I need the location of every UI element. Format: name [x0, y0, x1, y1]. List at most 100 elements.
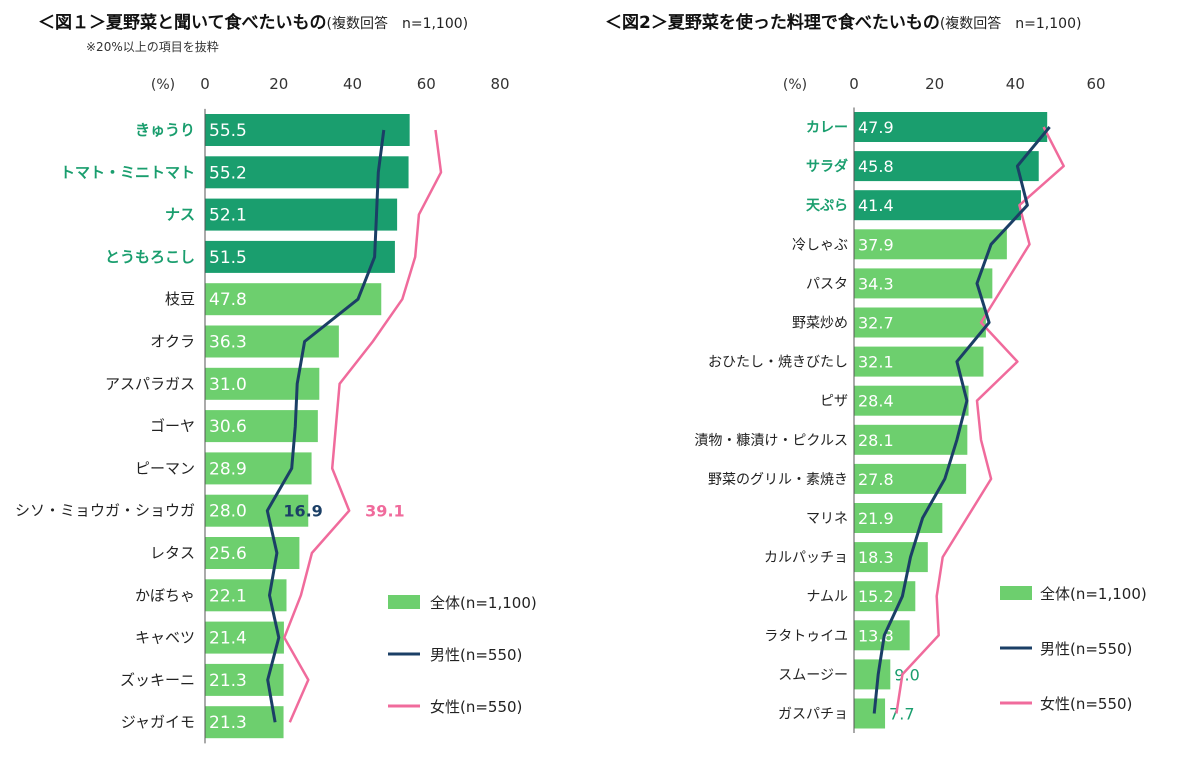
chart2-bar-value-label: 15.2	[858, 587, 894, 606]
chart2-bar-value-label: 7.7	[889, 705, 914, 724]
chart2-category-label: 野菜炒め	[792, 316, 848, 332]
chart2-bar	[854, 346, 984, 377]
chart1-bar-value-label: 21.3	[209, 713, 247, 733]
chart2-bar-value-label: 32.1	[858, 353, 894, 372]
chart2-category-label: ピザ	[820, 394, 848, 410]
chart1-x-tick: 60	[417, 75, 436, 93]
chart2-bar	[854, 659, 891, 690]
chart1-category-label: かぼちゃ	[135, 586, 195, 604]
chart1-bar-value-label: 52.1	[209, 206, 247, 226]
chart2-bar	[854, 268, 993, 299]
chart1-male-line	[265, 129, 386, 723]
chart1-bar-value-label: 55.2	[209, 163, 247, 183]
chart2-category-label: パスタ	[806, 276, 848, 292]
chart2-legend-label: 全体(n=1,100)	[1040, 585, 1147, 603]
chart2-bar	[854, 307, 986, 338]
chart2-bar	[854, 542, 928, 573]
chart1-category-label: シソ・ミョウガ・ショウガ	[15, 502, 195, 520]
chart1-x-tick: 20	[269, 75, 288, 93]
chart1-bar-value-label: 36.3	[209, 333, 247, 353]
chart2-category-label: ナムル	[806, 589, 848, 605]
chart2-bar-value-label: 41.4	[858, 196, 894, 215]
chart1-female-annotation: 39.1	[365, 502, 404, 521]
chart1-legend-label: 男性(n=550)	[430, 646, 522, 664]
chart2-bar-value-label: 37.9	[858, 235, 894, 254]
chart1-title-main: ＜図１＞夏野菜と聞いて食べたいもの	[38, 13, 327, 33]
chart2-category-label: 天ぷら	[806, 198, 848, 214]
chart1-category-label: ピーマン	[135, 459, 195, 477]
chart1-subtitle: ※20%以上の項目を抜粋	[86, 40, 219, 54]
chart1-legend-label: 女性(n=550)	[430, 698, 522, 716]
chart1-category-label: レタス	[150, 544, 195, 562]
chart2-category-label: ガスパチョ	[778, 707, 848, 723]
chart1-category-label: キャベツ	[135, 629, 195, 647]
chart1-title: ＜図１＞夏野菜と聞いて食べたいもの(複数回答 n=1,100)	[38, 8, 468, 33]
chart2-title: ＜図2＞夏野菜を使った料理で食べたいもの(複数回答 n=1,100)	[605, 8, 1081, 33]
chart1-bar	[205, 494, 309, 527]
chart2-x-tick: 40	[1006, 75, 1025, 93]
chart1-category-label: ジャガイモ	[121, 713, 195, 731]
chart1-category-label: ナス	[165, 206, 195, 224]
chart1-bar	[205, 621, 284, 654]
chart2-x-tick: 60	[1086, 75, 1105, 93]
chart1-category-label: トマト・ミニトマト	[60, 163, 195, 181]
chart1-bar-value-label: 21.3	[209, 671, 247, 691]
chart2-title-note: (複数回答 n=1,100)	[939, 16, 1082, 32]
chart1-axis-unit: (%)	[151, 77, 175, 93]
chart1-bar	[205, 114, 410, 146]
chart2-male-line	[872, 126, 1051, 714]
chart1-bar-value-label: 31.0	[209, 375, 247, 395]
chart1-legend-label: 全体(n=1,100)	[430, 594, 537, 612]
chart2-bar-value-label: 34.3	[858, 274, 894, 293]
chart2-bar	[854, 229, 1007, 260]
chart2-category-label: 野菜のグリル・素焼き	[708, 472, 848, 488]
chart2-legend-label: 女性(n=550)	[1040, 695, 1132, 713]
chart1-bar-value-label: 28.9	[209, 459, 247, 479]
chart2-bar-value-label: 32.7	[858, 314, 894, 333]
chart2-bar	[854, 698, 886, 729]
chart1-bar	[205, 537, 300, 569]
chart1-male-annotation: 16.9	[283, 502, 322, 521]
chart2-axis-unit: (%)	[783, 77, 807, 93]
chart2-category-label: ラタトゥイユ	[764, 628, 848, 644]
chart1-bar	[205, 283, 382, 316]
chart2-bar-value-label: 28.4	[858, 392, 894, 411]
chart2-legend-label: 男性(n=550)	[1040, 640, 1132, 658]
chart1-bar-value-label: 30.6	[209, 417, 247, 437]
chart1-category-label: ゴーヤ	[150, 417, 195, 435]
chart1-bar-value-label: 28.0	[209, 502, 247, 522]
chart2-category-label: マリネ	[806, 511, 848, 527]
chart1-category-label: きゅうり	[135, 121, 195, 139]
chart1-bar-value-label: 22.1	[209, 586, 247, 606]
chart2-bar	[854, 385, 969, 416]
chart1-x-tick: 40	[343, 75, 362, 93]
chart2-bar	[854, 151, 1039, 182]
chart1-x-tick: 0	[200, 75, 210, 93]
chart2-category-label: スムージー	[778, 667, 848, 683]
chart2-x-tick: 0	[849, 75, 859, 93]
chart1-category-label: とうもろこし	[105, 248, 195, 266]
chart2-category-label: カルパッチョ	[764, 550, 848, 566]
chart2-category-label: おひたし・焼きびたし	[708, 355, 848, 371]
chart2-x-tick: 20	[925, 75, 944, 93]
chart1-bar-value-label: 25.6	[209, 544, 247, 564]
chart2-category-label: サラダ	[806, 158, 848, 175]
chart2-female-line	[895, 126, 1065, 714]
chart1-bar-value-label: 21.4	[209, 629, 247, 649]
chart1-bar	[205, 198, 398, 231]
chart1-category-label: 枝豆	[165, 290, 195, 308]
chart2-bar-value-label: 47.9	[858, 118, 894, 137]
chart2-bar-value-label: 27.8	[858, 470, 894, 489]
chart2-bar	[854, 424, 968, 455]
chart2-bar-value-label: 45.8	[858, 157, 894, 176]
chart2-legend-swatch-total	[1000, 586, 1032, 600]
chart2-title-main: ＜図2＞夏野菜を使った料理で食べたいもの	[605, 13, 940, 33]
chart1-bar	[205, 706, 284, 739]
chart1-bar	[205, 410, 318, 443]
chart2-category-label: カレー	[806, 120, 848, 136]
chart2-category-label: 漬物・糠漬け・ピクルス	[694, 432, 848, 449]
chart1-title-note: (複数回答 n=1,100)	[326, 16, 469, 32]
chart2-bar-value-label: 18.3	[858, 548, 894, 567]
chart1-bar	[205, 240, 395, 273]
chart1-x-tick: 80	[490, 75, 509, 93]
